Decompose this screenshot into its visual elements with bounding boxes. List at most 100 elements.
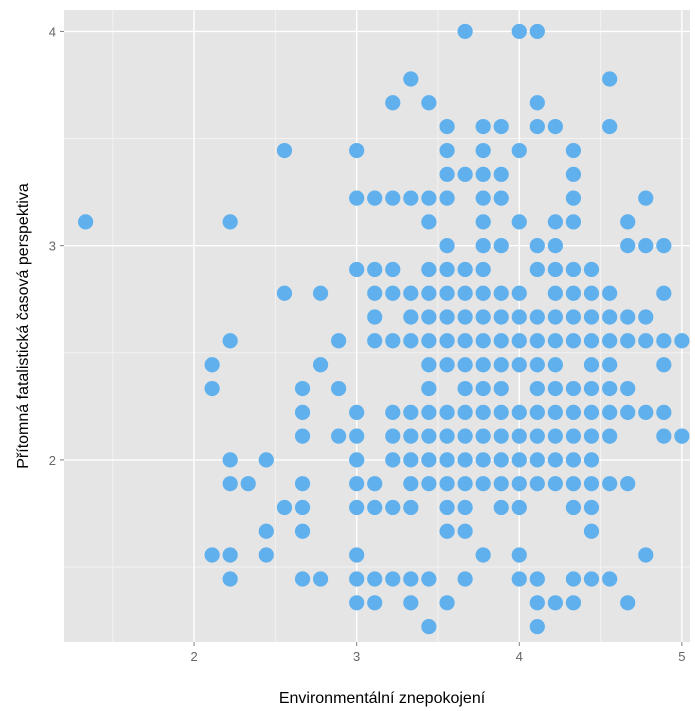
data-point — [349, 428, 365, 444]
data-point — [331, 428, 347, 444]
data-point — [385, 452, 401, 468]
data-point — [385, 333, 401, 349]
data-point — [602, 428, 618, 444]
data-point — [511, 214, 527, 230]
data-point — [222, 452, 238, 468]
data-point — [620, 404, 636, 420]
x-tick-label: 5 — [678, 649, 685, 664]
y-tick-label: 4 — [49, 24, 56, 39]
data-point — [439, 285, 455, 301]
data-point — [638, 238, 654, 254]
data-point — [529, 571, 545, 587]
data-point — [312, 285, 329, 301]
data-point — [421, 380, 437, 397]
data-point — [529, 595, 545, 611]
data-point — [656, 238, 672, 254]
data-point — [493, 476, 509, 492]
data-point — [475, 166, 491, 182]
data-point — [638, 404, 654, 420]
data-point — [529, 380, 545, 397]
data-point — [511, 571, 527, 587]
data-point — [439, 404, 455, 420]
data-point — [511, 547, 527, 563]
data-point — [511, 404, 527, 420]
data-point — [565, 404, 582, 420]
data-point — [294, 499, 311, 516]
data-point — [475, 309, 491, 325]
data-point — [493, 309, 509, 325]
data-point — [385, 95, 401, 111]
data-point — [493, 190, 509, 206]
y-axis-title: Přítomná fatalistická časová perspektiva — [15, 183, 32, 469]
data-point — [529, 357, 545, 373]
data-point — [638, 309, 654, 325]
data-point — [403, 71, 419, 87]
data-point — [493, 452, 509, 468]
data-point — [565, 166, 582, 182]
data-point — [565, 309, 582, 325]
data-point — [240, 476, 256, 492]
data-point — [403, 595, 419, 611]
data-point — [602, 285, 618, 301]
data-point — [602, 404, 618, 420]
data-point — [439, 428, 455, 444]
data-point — [367, 285, 383, 301]
data-point — [403, 309, 419, 325]
data-point — [367, 333, 383, 349]
data-point — [656, 357, 672, 373]
data-point — [222, 476, 238, 492]
data-point — [421, 190, 437, 206]
x-axis-title: Environmentální znepokojení — [279, 690, 486, 707]
data-point — [403, 499, 419, 516]
x-tick-label: 4 — [516, 649, 523, 664]
data-point — [493, 166, 509, 182]
data-point — [583, 499, 600, 516]
data-point — [529, 404, 545, 420]
data-point — [421, 285, 437, 301]
data-point — [385, 428, 401, 444]
data-point — [457, 380, 473, 397]
data-point — [565, 285, 582, 301]
data-point — [529, 238, 545, 254]
data-point — [583, 428, 600, 444]
data-point — [493, 404, 509, 420]
data-point — [457, 571, 473, 587]
x-tick-label: 3 — [353, 649, 360, 664]
data-point — [565, 214, 582, 230]
data-point — [565, 476, 582, 492]
data-point — [421, 404, 437, 420]
data-point — [583, 261, 600, 278]
data-point — [421, 452, 437, 468]
data-point — [511, 309, 527, 325]
data-point — [421, 476, 437, 492]
data-point — [367, 571, 383, 587]
data-point — [493, 357, 509, 373]
data-point — [421, 428, 437, 444]
data-point — [511, 452, 527, 468]
data-point — [457, 285, 473, 301]
data-point — [511, 499, 527, 516]
data-point — [656, 428, 672, 444]
data-point — [385, 404, 401, 420]
data-point — [294, 380, 311, 397]
data-point — [583, 523, 600, 539]
data-point — [547, 452, 563, 468]
data-point — [331, 333, 347, 349]
data-point — [511, 476, 527, 492]
data-point — [403, 452, 419, 468]
data-point — [511, 357, 527, 373]
data-point — [583, 404, 600, 420]
data-point — [439, 166, 455, 182]
data-point — [475, 190, 491, 206]
data-point — [457, 523, 473, 539]
data-point — [367, 499, 383, 516]
data-point — [367, 476, 383, 492]
data-point — [349, 499, 365, 516]
data-point — [294, 523, 311, 539]
data-point — [294, 404, 311, 420]
data-point — [457, 357, 473, 373]
data-point — [403, 285, 419, 301]
data-point — [475, 118, 491, 135]
data-point — [294, 476, 311, 492]
data-point — [583, 357, 600, 373]
